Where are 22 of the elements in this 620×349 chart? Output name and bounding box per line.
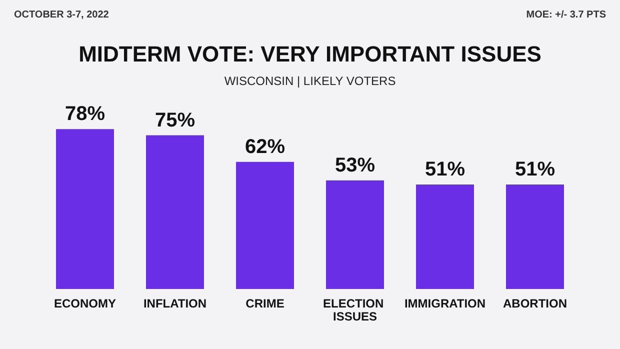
x-tick-label: ABORTION — [503, 296, 567, 310]
x-tick-label: INFLATION — [143, 296, 207, 310]
bar — [236, 162, 294, 289]
bar — [326, 180, 384, 289]
data-label: 78% — [64, 103, 106, 126]
data-label: 51% — [424, 158, 466, 180]
data-label: 53% — [334, 154, 376, 176]
bar — [416, 184, 474, 289]
x-tick-label: CRIME — [246, 296, 284, 310]
data-label: 62% — [244, 136, 286, 158]
data-label: 51% — [514, 158, 556, 180]
chart-subtitle: WISCONSIN | LIKELY VOTERS — [224, 74, 396, 88]
chart-title: MIDTERM VOTE: VERY IMPORTANT ISSUES — [78, 42, 542, 66]
x-tick-label: ECONOMY — [54, 296, 116, 310]
bar — [56, 129, 114, 289]
text: MOE: +/- 3.7 PTS — [526, 10, 606, 20]
bar — [506, 184, 564, 289]
x-tick-label: IMMIGRATION — [404, 296, 486, 310]
bar — [146, 135, 204, 289]
x-tick-label: ELECTION ISSUES — [322, 296, 388, 324]
text: OCTOBER 3-7, 2022 — [14, 10, 110, 20]
data-label: 75% — [154, 109, 196, 132]
